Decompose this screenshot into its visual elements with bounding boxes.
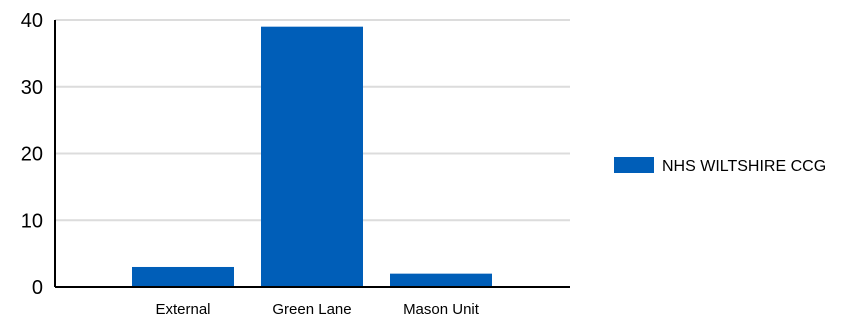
x-tick-label: Mason Unit [403,301,480,318]
x-axis-ticks: External Green Lane Mason Unit [155,301,479,318]
legend: NHS WILTSHIRE CCG [614,157,826,175]
y-tick-label: 40 [21,10,43,32]
bars [132,26,492,288]
x-tick-label: Green Lane [272,301,351,318]
legend-label: NHS WILTSHIRE CCG [662,158,826,175]
y-axis-ticks: 0 10 20 30 40 [21,10,43,299]
y-tick-label: 10 [21,210,43,232]
bar [132,266,234,287]
legend-swatch [614,157,654,173]
x-tick-label: External [155,301,210,318]
y-tick-label: 30 [21,77,43,99]
y-tick-label: 0 [32,277,43,299]
bar [390,273,492,287]
bar [261,26,363,288]
y-tick-label: 20 [21,144,43,166]
